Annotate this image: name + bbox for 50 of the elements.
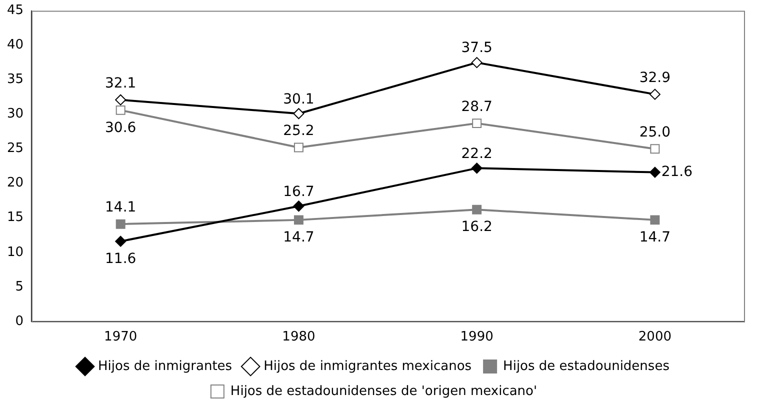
legend-label: Hijos de inmigrantes mexicanos — [264, 358, 472, 374]
point — [115, 236, 126, 247]
point — [471, 162, 482, 174]
data-label: 32.1 — [105, 75, 136, 92]
legend-label: Hijos de estadounidenses de 'origen mexicano' — [230, 384, 538, 399]
point — [116, 105, 126, 115]
x-tick-label: 1970 — [104, 330, 138, 345]
point — [649, 166, 660, 178]
data-label: 25.0 — [639, 124, 671, 140]
data-label: 25.2 — [283, 123, 314, 140]
data-label: 21.6 — [661, 164, 693, 180]
point — [471, 57, 482, 68]
data-label: 30.6 — [105, 120, 136, 136]
data-label: 16.7 — [283, 184, 314, 200]
point — [649, 88, 660, 100]
y-tick-label: 5 — [15, 279, 24, 294]
point — [294, 142, 304, 152]
y-tick-label: 25 — [6, 141, 24, 156]
y-tick-label: 35 — [6, 72, 24, 88]
point — [472, 118, 482, 128]
point — [650, 215, 660, 225]
data-label: 11.6 — [105, 250, 136, 267]
point — [650, 144, 660, 154]
legend-label: Hijos de inmigrantes — [98, 358, 232, 374]
x-tick-label: 1990 — [460, 330, 494, 345]
data-label: 14.1 — [105, 200, 136, 216]
data-label: 32.9 — [639, 70, 671, 86]
data-label: 22.2 — [461, 146, 492, 162]
data-label: 16.2 — [461, 219, 492, 236]
y-tick-label: 20 — [6, 176, 24, 191]
y-tick-label: 0 — [15, 314, 24, 329]
legend-label: Hijos de estadounidenses — [503, 358, 670, 374]
y-tick-label: 30 — [6, 106, 24, 122]
data-label: 30.1 — [283, 91, 314, 108]
point — [116, 219, 126, 229]
data-label: 14.7 — [639, 230, 671, 246]
point — [293, 200, 304, 212]
data-label: 37.5 — [461, 40, 492, 56]
x-tick-label: 1980 — [282, 330, 316, 345]
y-tick-label: 40 — [6, 38, 24, 53]
y-tick-label: 10 — [6, 244, 24, 260]
point — [293, 108, 304, 120]
y-tick-label: 15 — [6, 210, 24, 226]
point — [472, 204, 482, 214]
y-tick-label: 45 — [6, 3, 24, 18]
data-label: 14.7 — [283, 230, 314, 246]
data-label: 28.7 — [461, 98, 492, 115]
point — [115, 94, 126, 106]
point — [294, 215, 304, 225]
x-tick-label: 2000 — [638, 330, 672, 345]
